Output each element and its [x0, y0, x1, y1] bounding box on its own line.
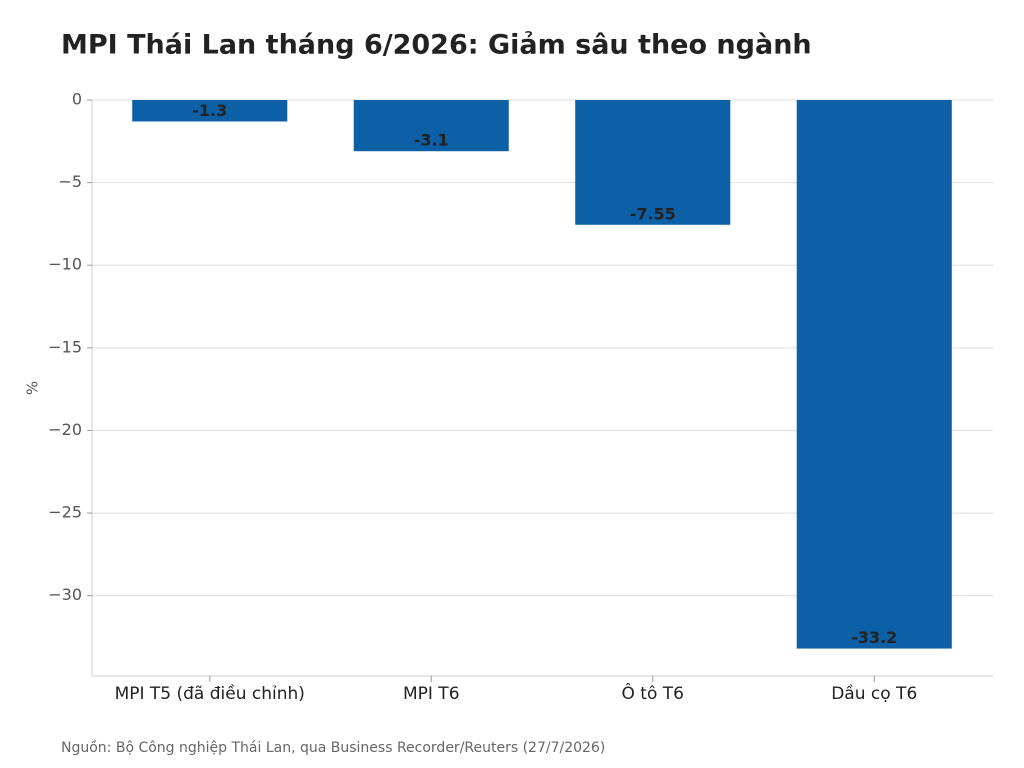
x-tick-label: MPI T6	[403, 684, 460, 704]
y-tick-label: −10	[48, 255, 82, 274]
y-tick-label: 0	[72, 90, 82, 109]
bar	[353, 100, 509, 152]
y-tick-label: −15	[48, 337, 82, 356]
bar	[132, 100, 288, 122]
bar	[575, 100, 731, 225]
bar	[796, 100, 952, 649]
data-label: -7.55	[630, 204, 676, 223]
y-axis-label: %	[24, 381, 42, 395]
x-tick-label: MPI T5 (đã điều chỉnh)	[115, 683, 305, 704]
chart-title: MPI Thái Lan tháng 6/2026: Giảm sâu theo…	[61, 30, 812, 61]
x-tick-label: Dầu cọ T6	[831, 683, 917, 704]
y-tick-label: −5	[58, 172, 82, 191]
x-tick-label: Ô tô T6	[622, 682, 684, 704]
y-tick-label: −20	[48, 420, 82, 439]
data-label: -3.1	[414, 131, 449, 150]
source-note: Nguồn: Bộ Công nghiệp Thái Lan, qua Busi…	[61, 739, 605, 756]
y-tick-label: −25	[48, 503, 82, 522]
data-label: -33.2	[851, 628, 897, 647]
y-tick-label: −30	[48, 585, 82, 604]
data-label: -1.3	[192, 101, 227, 120]
